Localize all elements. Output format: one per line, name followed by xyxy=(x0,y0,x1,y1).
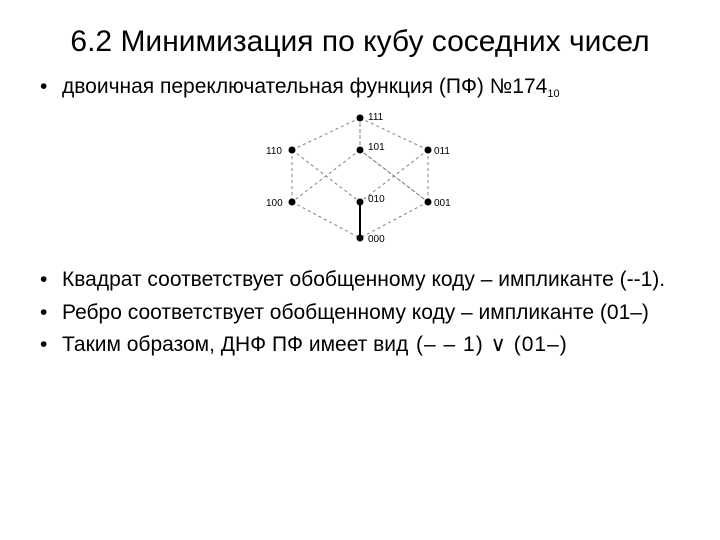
bullet-1-sub: 10 xyxy=(547,88,559,100)
svg-text:100: 100 xyxy=(266,198,283,209)
svg-text:001: 001 xyxy=(434,198,451,209)
svg-text:101: 101 xyxy=(368,142,385,153)
svg-text:111: 111 xyxy=(368,112,384,123)
slide-title: 6.2 Минимизация по кубу соседних чисел xyxy=(36,24,684,60)
bullet-4-text: Таким образом, ДНФ ПФ имеет вид xyxy=(62,333,408,356)
bullet-4: Таким образом, ДНФ ПФ имеет вид (– – 1) … xyxy=(36,332,684,358)
svg-text:010: 010 xyxy=(368,194,385,205)
svg-text:000: 000 xyxy=(368,234,385,245)
bullet-2: Квадрат соответствует обобщенному коду –… xyxy=(36,267,684,293)
cube-diagram: 111 110 101 011 100 010 001 000 xyxy=(36,106,684,261)
bullet-1-text: двоичная переключательная функция (ПФ) №… xyxy=(62,75,547,98)
bullet-3: Ребро соответствует обобщенному коду – и… xyxy=(36,300,684,326)
svg-text:110: 110 xyxy=(266,146,282,157)
dnf-formula: (– – 1) ∨ (01–) xyxy=(416,332,568,358)
bullet-1: двоичная переключательная функция (ПФ) №… xyxy=(36,74,684,100)
svg-text:011: 011 xyxy=(434,146,450,157)
